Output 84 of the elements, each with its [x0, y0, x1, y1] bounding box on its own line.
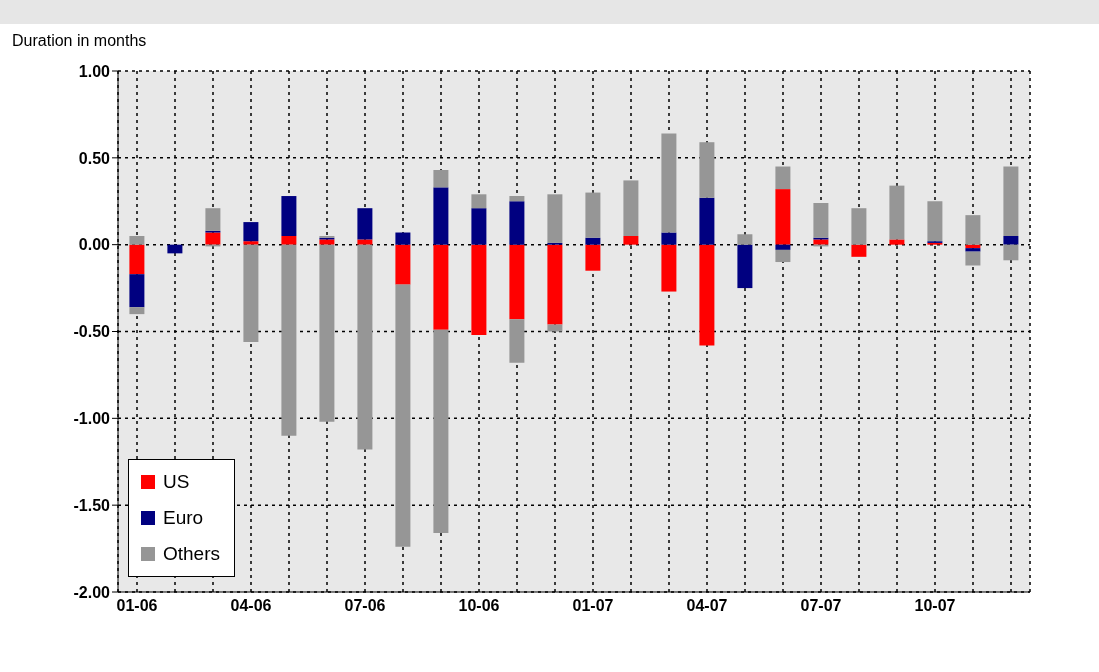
bar: [699, 197, 715, 245]
bar: [1003, 235, 1019, 245]
bar: [129, 235, 145, 245]
bar: [281, 196, 297, 236]
y-tick-label: 0.50: [78, 149, 111, 167]
bar: [547, 194, 563, 243]
bar: [1003, 166, 1019, 236]
bar: [623, 180, 639, 236]
bar: [927, 201, 943, 242]
bar: [737, 244, 753, 289]
y-tick-label: 1.00: [78, 62, 111, 80]
bar: [205, 232, 221, 245]
bar: [357, 244, 373, 450]
bar: [243, 241, 259, 245]
bar: [965, 251, 981, 266]
bar: [851, 244, 867, 257]
legend-label: Euro: [163, 506, 204, 530]
bar: [775, 166, 791, 190]
bar: [205, 208, 221, 231]
bar: [509, 319, 525, 363]
bar: [471, 194, 487, 209]
bar: [585, 244, 601, 271]
bar: [319, 244, 335, 422]
bar: [433, 244, 449, 330]
bar: [395, 284, 411, 547]
bar: [509, 201, 525, 245]
x-tick-label: 01-07: [572, 597, 614, 615]
y-tick-label: -2.00: [73, 583, 111, 601]
bar: [775, 249, 791, 263]
x-tick-label: 07-06: [344, 597, 386, 615]
bar: [661, 133, 677, 233]
x-tick-label: 07-07: [800, 597, 842, 615]
bar: [585, 237, 601, 245]
bar: [281, 235, 297, 245]
bar: [357, 239, 373, 245]
bar: [661, 244, 677, 292]
bar: [547, 244, 563, 325]
bar: [433, 329, 449, 533]
bar: [243, 222, 259, 242]
bar: [965, 215, 981, 245]
y-tick-label: -1.00: [73, 410, 111, 428]
y-tick-label: -0.50: [73, 323, 111, 341]
bar: [775, 244, 791, 250]
x-tick-label: 04-07: [686, 597, 728, 615]
legend-label: Others: [163, 542, 221, 566]
bar: [395, 244, 411, 285]
bar: [965, 248, 981, 252]
y-tick-label: 0.00: [78, 236, 111, 254]
bar: [661, 232, 677, 245]
bar: [471, 208, 487, 245]
x-tick-label: 04-06: [230, 597, 272, 615]
bar: [623, 235, 639, 245]
bar: [813, 202, 829, 238]
bar: [509, 196, 525, 202]
bar: [1003, 244, 1019, 261]
bar: [699, 244, 715, 346]
y-tick-label: -1.50: [73, 496, 111, 514]
x-tick-label: 10-06: [458, 597, 500, 615]
bar: [889, 239, 905, 245]
bar: [433, 187, 449, 245]
x-tick-label: 01-06: [116, 597, 158, 615]
x-tick-label: 10-07: [914, 597, 956, 615]
bar: [585, 192, 601, 238]
bar: [699, 142, 715, 198]
bar: [167, 244, 183, 254]
bar: [433, 169, 449, 188]
bar: [243, 244, 259, 342]
bar: [129, 274, 145, 308]
bar: [509, 244, 525, 320]
bar: [737, 234, 753, 245]
bar: [775, 189, 791, 245]
bar: [471, 244, 487, 335]
bar: [851, 208, 867, 245]
bar: [395, 232, 411, 245]
bar: [129, 244, 145, 275]
bar: [889, 185, 905, 240]
bar: [281, 244, 297, 436]
bar: [129, 307, 145, 315]
bar: [813, 239, 829, 245]
bar: [357, 208, 373, 240]
y-axis-title: Duration in months: [12, 32, 147, 50]
legend-label: US: [163, 470, 190, 494]
bar: [319, 239, 335, 245]
bar: [547, 324, 563, 332]
